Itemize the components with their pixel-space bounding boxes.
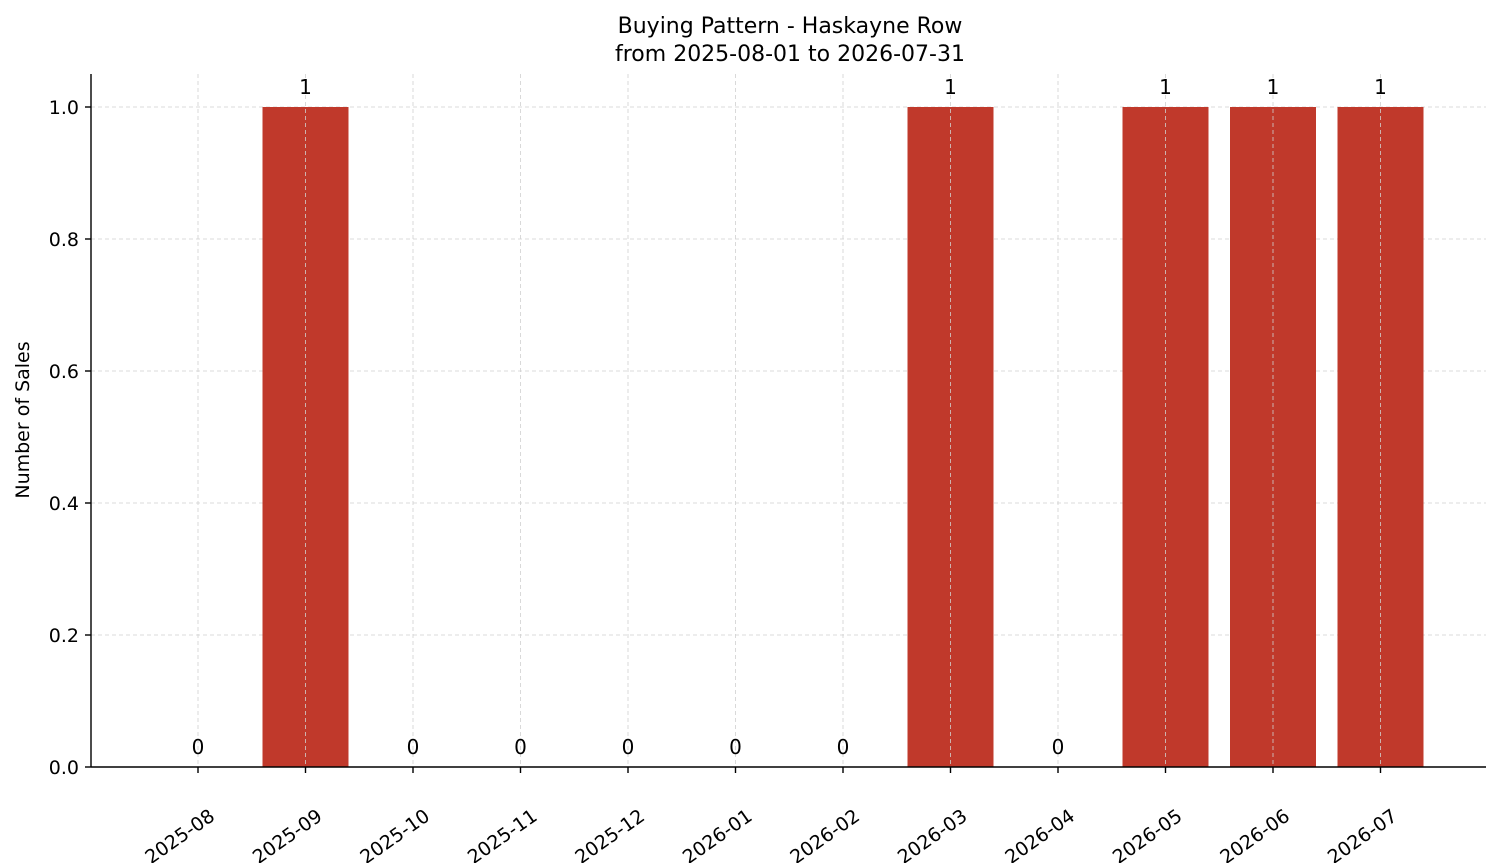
- x-tick-label: 2025-09: [249, 805, 327, 863]
- bars-layer: [197, 74, 1424, 767]
- x-tick-label: 2025-12: [571, 805, 649, 863]
- bar: [1122, 107, 1209, 767]
- bar-value-label: 0: [622, 735, 635, 759]
- bar-value-label: 1: [1159, 75, 1172, 99]
- bar-value-label: 1: [1374, 75, 1387, 99]
- x-tick-label: 2025-10: [356, 805, 434, 863]
- y-axis-label: Number of Sales: [12, 341, 34, 498]
- bar-value-label: 1: [1267, 75, 1280, 99]
- x-tick-label: 2026-02: [786, 805, 864, 863]
- bar-value-label: 0: [1052, 735, 1065, 759]
- y-tick-label: 0.0: [49, 757, 79, 779]
- x-tick-label: 2026-03: [894, 805, 972, 863]
- x-tick-label: 2026-05: [1109, 805, 1187, 863]
- bar-value-label: 0: [407, 735, 420, 759]
- ticks-layer: [85, 106, 1382, 773]
- x-tick-label: 2026-01: [679, 805, 757, 863]
- bar-value-label: 0: [514, 735, 527, 759]
- y-tick-label: 0.2: [49, 625, 79, 647]
- y-tick-label: 1.0: [49, 97, 79, 119]
- y-tick-label: 0.6: [49, 361, 79, 383]
- axes-layer: [90, 74, 1486, 768]
- x-tick-label: 2025-11: [464, 805, 542, 863]
- bar: [1230, 107, 1316, 767]
- y-tick-label: 0.4: [49, 493, 79, 515]
- chart-subtitle: from 2025-08-01 to 2026-07-31: [615, 42, 965, 67]
- bar-value-label: 0: [192, 735, 205, 759]
- y-tick-label: 0.8: [49, 229, 79, 251]
- x-tick-label: 2026-07: [1324, 805, 1402, 863]
- bar-value-label: 1: [944, 75, 957, 99]
- x-tick-label: 2025-08: [141, 805, 219, 863]
- chart-title: Buying Pattern - Haskayne Row: [618, 14, 963, 39]
- x-tick-label: 2026-04: [1001, 805, 1079, 863]
- bar: [907, 107, 994, 767]
- bar-value-label: 0: [729, 735, 742, 759]
- x-tick-label: 2026-06: [1216, 805, 1294, 863]
- bar: [262, 107, 349, 767]
- bar-value-label: 1: [299, 75, 312, 99]
- bar-value-label: 0: [837, 735, 850, 759]
- bar: [1337, 107, 1424, 767]
